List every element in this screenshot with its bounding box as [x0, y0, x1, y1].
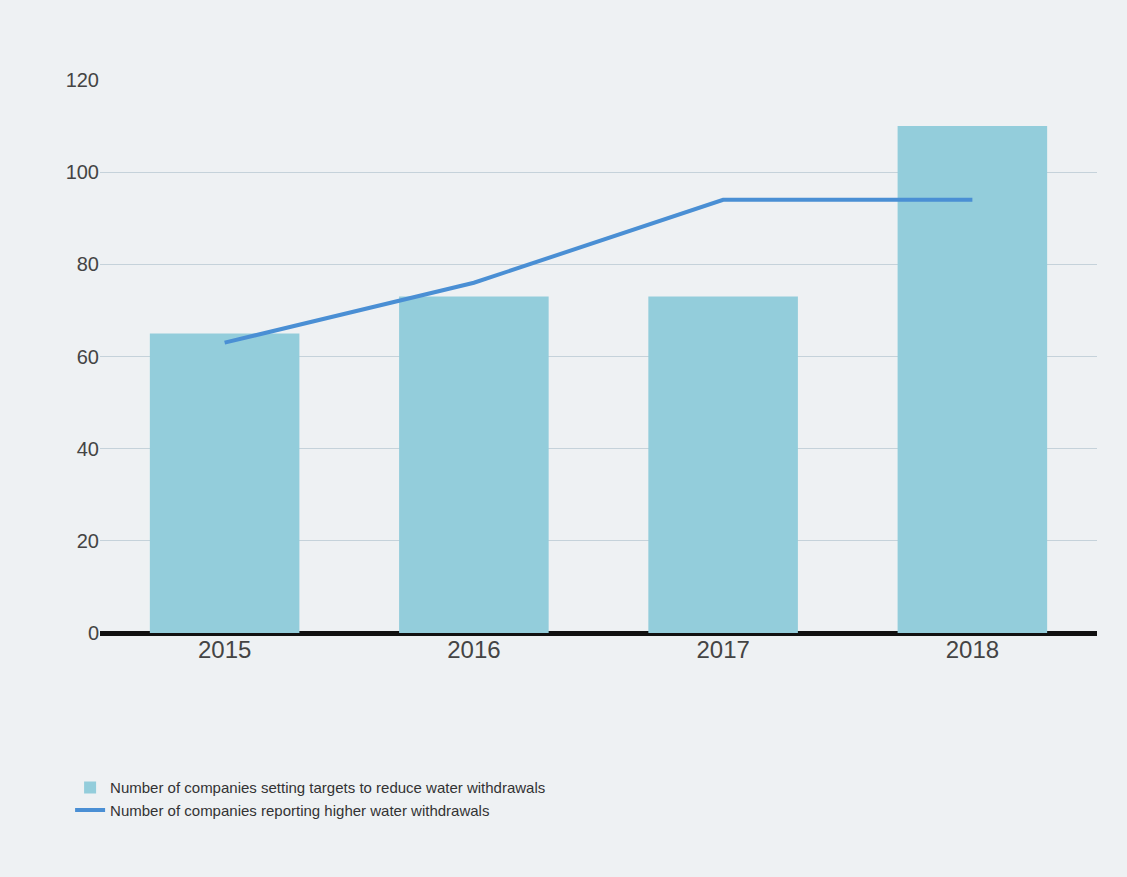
svg-text:100: 100	[66, 161, 99, 183]
svg-text:2018: 2018	[946, 636, 999, 663]
svg-text:40: 40	[77, 438, 99, 460]
svg-text:0: 0	[88, 622, 99, 644]
svg-text:Number of companies reporting: Number of companies reporting higher wat…	[110, 802, 489, 819]
svg-text:80: 80	[77, 253, 99, 275]
svg-text:2015: 2015	[198, 636, 251, 663]
svg-text:Number of companies setting ta: Number of companies setting targets to r…	[110, 779, 545, 796]
svg-text:20: 20	[77, 530, 99, 552]
svg-text:60: 60	[77, 346, 99, 368]
svg-text:120: 120	[66, 69, 99, 91]
svg-text:2017: 2017	[696, 636, 749, 663]
svg-text:2016: 2016	[447, 636, 500, 663]
